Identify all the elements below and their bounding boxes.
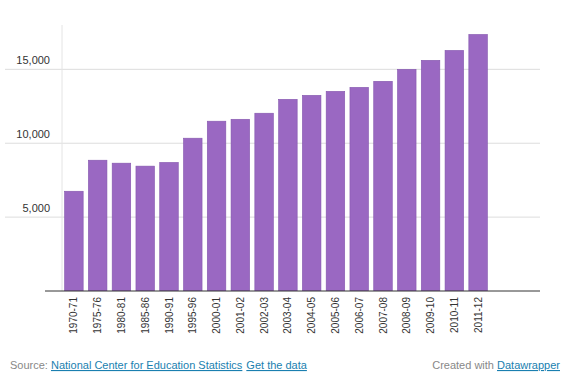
x-tick-label: 2005-06 <box>330 297 341 334</box>
bar <box>65 191 84 291</box>
y-tick-label: 15,000 <box>16 54 50 66</box>
x-tick-label: 2010-11 <box>449 297 460 333</box>
x-tick-label: 2004-05 <box>306 297 317 334</box>
x-tick-label: 1985-86 <box>140 297 151 334</box>
x-tick-label: 2000-01 <box>211 297 222 334</box>
x-tick-label: 1975-76 <box>92 297 103 334</box>
x-tick-label: 1995-96 <box>187 297 198 334</box>
x-tick-label: 2007-08 <box>378 297 389 334</box>
baseline <box>45 291 540 292</box>
x-tick-label: 2001-02 <box>235 297 246 334</box>
credit-link[interactable]: Datawrapper <box>497 359 560 371</box>
x-tick-label: 2009-10 <box>425 297 436 334</box>
source-label: Source: <box>10 359 51 371</box>
bar <box>421 60 440 291</box>
y-tick-label: 5,000 <box>22 202 50 214</box>
bar <box>136 166 155 291</box>
bar <box>184 138 203 291</box>
bar <box>112 163 131 291</box>
x-tick-label: 2011-12 <box>473 297 484 333</box>
data-link[interactable]: Get the data <box>246 359 307 371</box>
credit-label: Created with <box>432 359 497 371</box>
bar <box>469 34 488 291</box>
bar <box>445 50 464 291</box>
bar <box>302 95 321 291</box>
bars <box>65 34 488 291</box>
y-tick-label: 10,000 <box>16 128 50 140</box>
bar <box>160 162 179 291</box>
source-link[interactable]: National Center for Education Statistics <box>51 359 243 371</box>
footer-source: Source: National Center for Education St… <box>10 359 308 371</box>
bar <box>374 81 393 291</box>
x-tick-label: 1970-71 <box>68 297 79 334</box>
x-tick-label: 2002-03 <box>259 297 270 334</box>
y-axis-line <box>62 25 63 291</box>
bar <box>350 87 369 291</box>
bar <box>398 69 417 291</box>
bar <box>279 99 298 291</box>
chart-root: 5,000 10,000 15,000 1970-71 1975-76 1980-81 19… <box>0 0 570 379</box>
x-tick-label: 1990-91 <box>164 297 175 334</box>
bar <box>231 119 250 291</box>
x-tick-label: 2003-04 <box>282 297 293 334</box>
chart: 5,000 10,000 15,000 1970-71 1975-76 1980-81 19… <box>0 0 570 379</box>
x-tick-label: 2008-09 <box>401 297 412 334</box>
footer-credit: Created with Datawrapper <box>432 359 560 371</box>
x-tick-label: 2006-07 <box>354 297 365 334</box>
bar <box>255 113 274 291</box>
x-tick-label: 1980-81 <box>116 297 127 334</box>
bar <box>207 121 226 291</box>
bar <box>326 91 345 291</box>
bar <box>88 160 107 291</box>
